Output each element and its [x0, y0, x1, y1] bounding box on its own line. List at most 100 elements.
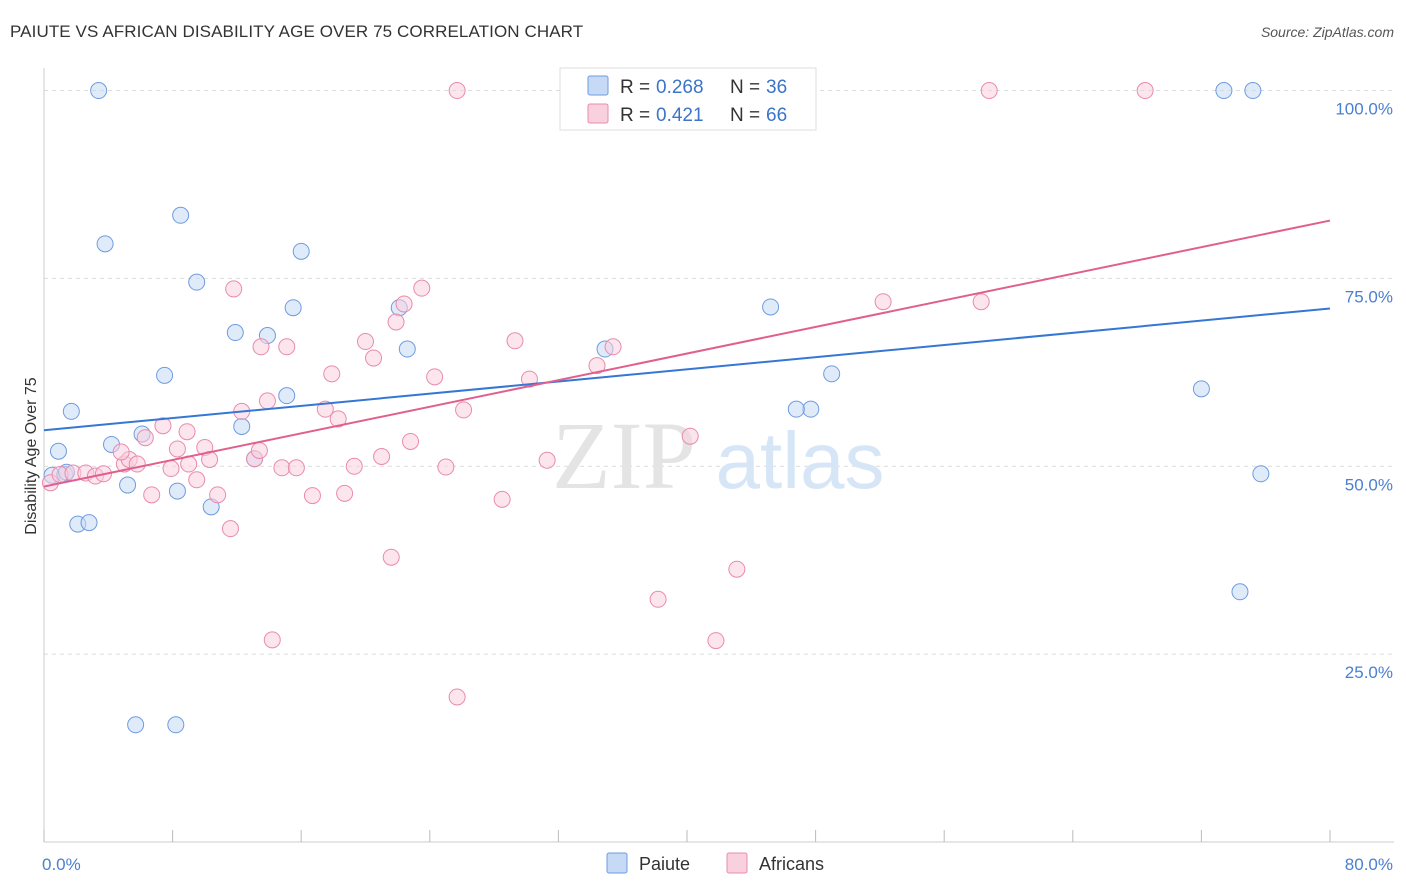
data-point	[128, 455, 146, 473]
data-point	[336, 484, 354, 502]
data-point	[188, 471, 206, 489]
data-point	[127, 716, 145, 734]
data-point	[278, 387, 296, 405]
data-point	[395, 295, 413, 313]
data-point	[258, 392, 276, 410]
data-point	[373, 448, 391, 466]
data-point	[980, 82, 998, 100]
data-point	[162, 460, 180, 478]
data-point	[112, 443, 130, 461]
data-point	[1215, 82, 1233, 100]
legend-r-label-1: R =	[620, 77, 650, 98]
watermark: ZIP atlas	[552, 402, 884, 509]
legend-n-label-1: N =	[730, 77, 760, 98]
legend-swatch-africans	[587, 103, 609, 124]
data-point	[972, 293, 990, 311]
y-tick-label: 25.0%	[1345, 663, 1393, 682]
legend-n-value-paiute: 36	[766, 77, 787, 98]
x-tick-label: 0.0%	[42, 855, 81, 874]
data-point	[762, 298, 780, 316]
x-tick-label: 80.0%	[1345, 855, 1393, 874]
data-point	[233, 417, 251, 435]
data-point	[263, 631, 281, 649]
y-axis-title: Disability Age Over 75	[23, 377, 40, 535]
data-point	[188, 273, 206, 291]
data-point	[154, 417, 172, 435]
series-legend: Paiute Africans	[606, 852, 824, 874]
data-point	[1136, 82, 1154, 100]
data-point	[506, 332, 524, 350]
y-tick-label: 100.0%	[1335, 100, 1393, 119]
series-swatch-africans	[726, 852, 748, 874]
data-point	[402, 432, 420, 450]
data-point	[398, 340, 416, 358]
data-point	[1244, 82, 1262, 100]
data-point	[225, 280, 243, 298]
series-label-africans: Africans	[759, 854, 824, 874]
watermark-zip: ZIP	[552, 402, 696, 509]
y-tick-label: 50.0%	[1345, 475, 1393, 494]
data-point	[156, 366, 174, 384]
data-point	[250, 441, 268, 459]
y-tick-label: 75.0%	[1345, 287, 1393, 306]
data-point	[221, 520, 239, 538]
legend-n-label-2: N =	[730, 105, 760, 126]
legend-swatch-paiute	[587, 75, 609, 96]
y-tick-labels: 25.0% 50.0% 75.0% 100.0%	[1335, 100, 1393, 683]
data-point	[538, 451, 556, 469]
data-point	[387, 313, 405, 331]
data-point	[448, 82, 466, 100]
data-point	[49, 442, 67, 460]
data-point	[455, 401, 473, 419]
data-point	[823, 365, 841, 383]
data-point	[329, 410, 347, 428]
data-point	[226, 324, 244, 342]
legend-n-value-africans: 66	[766, 105, 787, 126]
grid-lines	[44, 90, 1394, 655]
data-point	[357, 333, 374, 351]
data-point	[874, 293, 892, 311]
data-point	[143, 486, 161, 504]
legend-r-label-2: R =	[620, 105, 650, 126]
data-point	[1192, 380, 1210, 398]
trend-line-paiute	[43, 307, 1331, 432]
data-point	[287, 459, 305, 477]
series-swatch-paiute	[606, 852, 628, 874]
data-point	[802, 400, 820, 418]
data-point	[303, 487, 321, 505]
source-credit: Source: ZipAtlas.com	[1260, 24, 1394, 40]
trend-lines	[43, 219, 1331, 488]
series-points-africans	[41, 82, 1154, 706]
axes	[43, 68, 1394, 843]
data-point	[382, 548, 400, 566]
data-point	[707, 632, 725, 650]
data-point	[168, 440, 186, 458]
series-points-paiute	[43, 82, 1270, 734]
data-point	[292, 242, 310, 260]
data-point	[168, 482, 186, 500]
data-point	[426, 368, 444, 386]
data-point	[345, 457, 363, 475]
data-point	[90, 82, 108, 100]
data-point	[588, 357, 606, 375]
data-point	[136, 429, 154, 447]
data-point	[681, 427, 699, 445]
series-label-paiute: Paiute	[639, 854, 690, 874]
data-point	[365, 349, 383, 367]
x-tick-labels: 0.0% 80.0%	[42, 855, 1393, 874]
data-point	[493, 490, 511, 508]
data-point	[278, 338, 296, 356]
data-point	[316, 400, 334, 418]
data-point	[437, 458, 455, 476]
watermark-atlas: atlas	[716, 416, 885, 505]
legend-r-value-africans: 0.421	[656, 105, 704, 126]
data-point	[323, 365, 341, 383]
legend-box: R = 0.268 N = 36 R = 0.421 N = 66	[559, 67, 817, 131]
data-point	[172, 206, 190, 224]
data-point	[604, 338, 622, 356]
data-point	[649, 590, 667, 608]
data-point	[413, 279, 431, 297]
trend-line-africans	[43, 219, 1331, 488]
data-point	[728, 560, 746, 578]
